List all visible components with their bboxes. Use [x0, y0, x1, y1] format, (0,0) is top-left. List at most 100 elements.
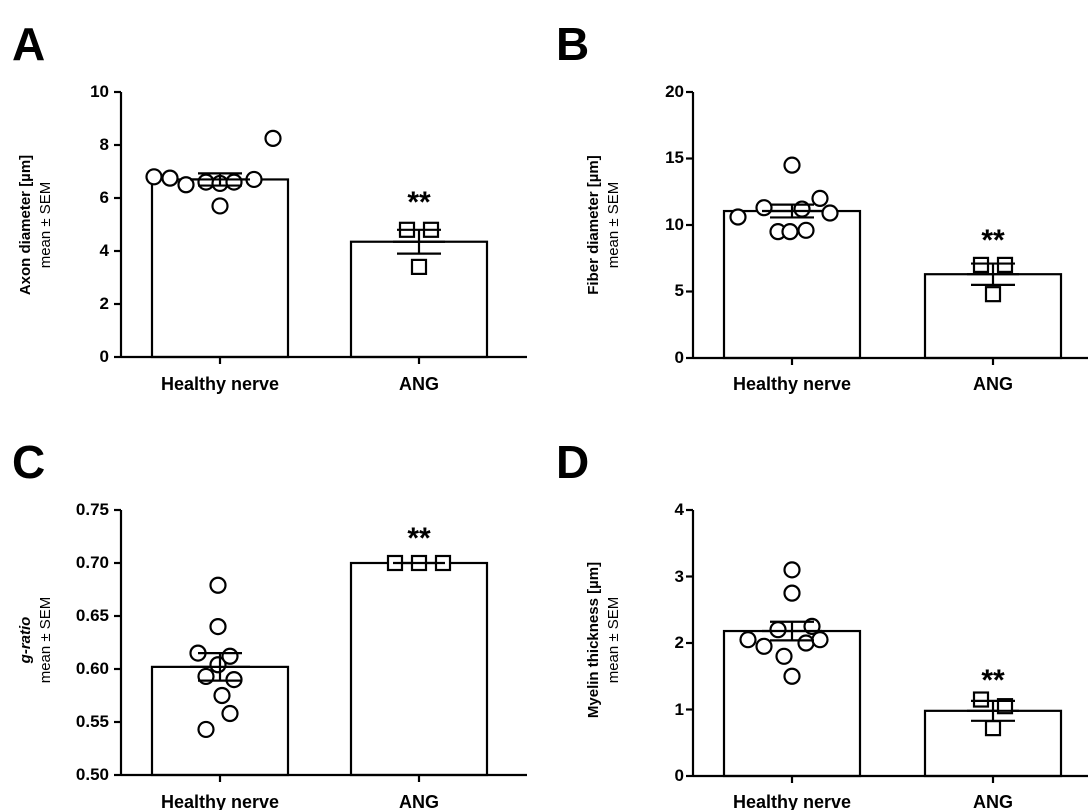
y-tick-label-1: 2: [100, 294, 109, 313]
panel-letter: D: [556, 436, 589, 488]
data-point-healthy-1: [161, 169, 179, 187]
y-tick-label-0: 0: [675, 348, 684, 367]
panel-d: D Myelin thickness [µm] mean ± SEM 0 1 2…: [556, 436, 1088, 810]
data-point-healthy-7: [797, 634, 815, 652]
data-point-ang-0: [972, 256, 990, 273]
x-category-label: Healthy nerve: [733, 792, 851, 810]
x-category-label: Healthy nerve: [161, 374, 279, 394]
bar-0: [722, 629, 862, 778]
y-tick-label-4: 8: [100, 135, 109, 154]
panel-b: B Fiber diameter [µm] mean ± SEM 0 5 10 …: [556, 18, 1088, 394]
data-point-healthy-2: [177, 176, 195, 194]
data-point-ang-1: [996, 256, 1014, 273]
significance-marker: **: [407, 522, 431, 555]
data-point-healthy-6: [225, 173, 243, 191]
panel-letter: C: [12, 436, 45, 488]
svg-text:10: 10: [665, 215, 684, 234]
y-axis-sublabel: mean ± SEM: [37, 597, 54, 684]
y-tick-label-1: 5: [675, 281, 684, 300]
data-point-healthy-2: [197, 720, 215, 739]
svg-text:10: 10: [90, 82, 109, 101]
svg-text:0: 0: [675, 348, 684, 367]
significance-marker: **: [407, 186, 431, 219]
y-tick-label-2: 0.60: [76, 659, 109, 678]
svg-text:0.55: 0.55: [76, 712, 109, 731]
svg-text:4: 4: [100, 241, 110, 260]
data-point-healthy-3: [197, 173, 215, 191]
y-tick-label-5: 10: [90, 82, 109, 101]
plot-area: [114, 90, 527, 364]
svg-text:0.70: 0.70: [76, 553, 109, 572]
y-tick-label-4: 4: [675, 500, 685, 519]
data-point-healthy-0: [739, 631, 757, 649]
data-point-ang-2: [410, 258, 428, 275]
data-point-healthy-8: [264, 129, 282, 147]
y-axis-sublabel: mean ± SEM: [37, 182, 54, 269]
y-axis-label: Axon diameter [µm]: [17, 155, 34, 295]
y-tick-label-1: 1: [675, 700, 684, 719]
data-point-ang-2: [984, 720, 1002, 737]
x-category-label: ANG: [399, 374, 439, 394]
data-point-healthy-0: [145, 168, 163, 186]
y-axis-title: g-ratio mean ± SEM: [17, 597, 54, 684]
x-category-label: ANG: [399, 792, 439, 810]
y-axis-label: Fiber diameter [µm]: [585, 155, 602, 295]
svg-text:0.50: 0.50: [76, 765, 109, 784]
x-category-label: ANG: [973, 374, 1013, 394]
y-axis-sublabel: mean ± SEM: [605, 182, 622, 269]
panel-a: A Axon diameter [µm] mean ± SEM 0 2 4 6 …: [12, 18, 527, 394]
plot-area: [114, 508, 527, 782]
data-point-ang-1: [996, 698, 1014, 715]
y-tick-label-3: 3: [675, 567, 684, 586]
y-axis-title: Myelin thickness [µm] mean ± SEM: [585, 562, 622, 718]
data-point-healthy-3: [781, 223, 799, 241]
y-axis-title: Fiber diameter [µm] mean ± SEM: [585, 155, 622, 295]
y-tick-label-0: 0: [675, 766, 684, 785]
y-tick-label-3: 15: [665, 148, 684, 167]
significance-marker: **: [981, 224, 1005, 257]
data-point-healthy-8: [221, 704, 239, 723]
data-point-ang-2: [984, 286, 1002, 303]
data-point-healthy-7: [221, 647, 239, 665]
data-point-healthy-6: [811, 189, 829, 207]
y-tick-label-1: 0.55: [76, 712, 109, 731]
y-tick-label-0: 0.50: [76, 765, 109, 784]
bar-1: [349, 561, 489, 777]
y-tick-label-4: 20: [665, 82, 684, 101]
data-point-healthy-5: [209, 576, 227, 594]
significance-marker: **: [981, 664, 1005, 697]
panel-c: C g-ratio mean ± SEM 0.50 0.55 0.60 0.65…: [12, 436, 527, 810]
svg-text:0: 0: [100, 347, 109, 366]
x-category-label: ANG: [973, 792, 1013, 810]
y-axis-title: Axon diameter [µm] mean ± SEM: [17, 155, 54, 295]
svg-text:0.75: 0.75: [76, 500, 109, 519]
data-point-ang-0: [972, 691, 990, 708]
y-tick-label-4: 0.70: [76, 553, 109, 572]
data-point-healthy-3: [775, 647, 793, 665]
y-axis-label: g-ratio: [17, 617, 34, 665]
plot-area: [686, 508, 1088, 783]
y-tick-label-0: 0: [100, 347, 109, 366]
data-point-healthy-0: [729, 208, 747, 226]
data-point-healthy-6: [783, 561, 801, 579]
x-category-label: Healthy nerve: [733, 374, 851, 394]
data-point-healthy-5: [783, 584, 801, 602]
data-point-healthy-9: [811, 631, 829, 649]
data-point-healthy-4: [209, 656, 227, 674]
y-axis-label: Myelin thickness [µm]: [585, 562, 602, 718]
svg-text:1: 1: [675, 700, 684, 719]
svg-text:0.65: 0.65: [76, 606, 109, 625]
svg-text:4: 4: [675, 500, 685, 519]
y-tick-label-2: 4: [100, 241, 110, 260]
data-point-healthy-8: [783, 156, 801, 174]
y-tick-label-2: 10: [665, 215, 684, 234]
svg-text:2: 2: [675, 633, 684, 652]
panel-letter: B: [556, 18, 589, 70]
svg-text:5: 5: [675, 281, 684, 300]
data-point-healthy-6: [213, 686, 231, 705]
y-tick-label-2: 2: [675, 633, 684, 652]
data-point-healthy-3: [209, 617, 227, 636]
svg-text:15: 15: [665, 148, 684, 167]
y-tick-label-5: 0.75: [76, 500, 109, 519]
